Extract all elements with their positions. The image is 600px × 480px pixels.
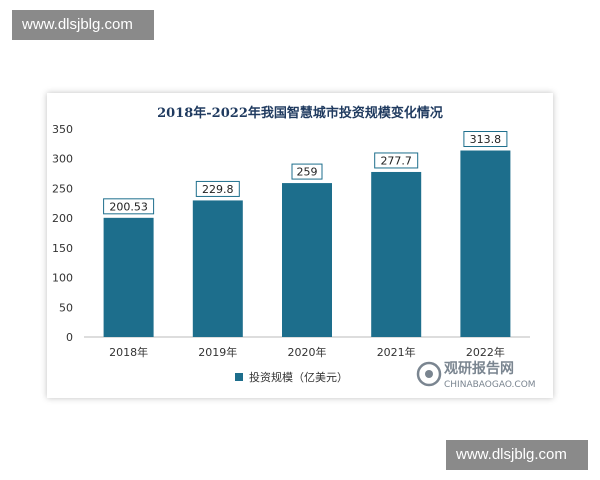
y-tick-label: 250 (52, 182, 73, 195)
data-label: 259 (297, 166, 318, 179)
legend-label: 投资规模（亿美元） (249, 370, 348, 384)
y-tick-label: 50 (59, 301, 73, 314)
y-tick-label: 200 (52, 212, 73, 225)
chart-title: 2018年-2022年我国智慧城市投资规模变化情况 (157, 105, 443, 121)
chart-card: 2018年-2022年我国智慧城市投资规模变化情况 0 50 100 150 200 250… (47, 93, 553, 398)
y-tick-label: 150 (52, 242, 73, 255)
data-label-box (463, 131, 508, 148)
bar (460, 150, 511, 337)
y-tick-label: 100 (52, 272, 73, 285)
bar-chart: 2018年-2022年我国智慧城市投资规模变化情况 0 50 100 150 200 250… (52, 105, 536, 390)
data-label-box (374, 152, 419, 169)
data-label-box (195, 180, 240, 197)
data-label: 200.53 (109, 200, 148, 213)
brand-name: 观研报告网 (444, 360, 514, 377)
brand-logo-dot (425, 370, 433, 378)
data-label: 277.7 (380, 154, 412, 167)
y-tick-label: 350 (52, 123, 73, 136)
bar (282, 183, 332, 337)
data-label-box (291, 163, 323, 180)
x-tick-label: 2019年 (198, 345, 237, 359)
legend-swatch (235, 373, 243, 381)
watermark-bottom: www.dlsjblg.com (446, 440, 588, 470)
data-label-box (103, 198, 155, 215)
x-tick-label: 2020年 (288, 345, 327, 359)
brand-logo-icon (416, 361, 442, 387)
x-tick-label: 2021年 (377, 345, 416, 359)
bar (103, 217, 154, 337)
y-tick-label: 300 (52, 153, 73, 166)
data-label: 229.8 (202, 183, 234, 196)
data-label: 313.8 (470, 133, 502, 146)
bar (371, 171, 422, 337)
brand-url: CHINABAOGAO.COM (444, 380, 536, 390)
watermark-top: www.dlsjblg.com (12, 10, 154, 40)
x-tick-label: 2018年 (109, 345, 148, 359)
x-tick-label: 2022年 (466, 345, 505, 359)
y-tick-label: 0 (66, 331, 73, 344)
bar (192, 200, 243, 337)
